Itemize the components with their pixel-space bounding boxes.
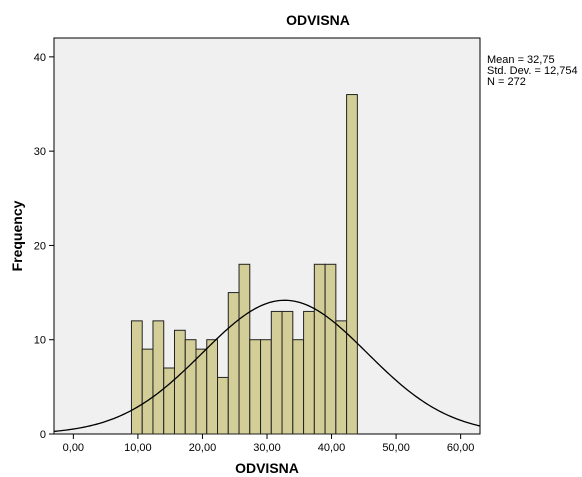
y-tick-label: 30 bbox=[34, 146, 46, 158]
y-tick-label: 0 bbox=[40, 429, 46, 441]
histogram-bar bbox=[270, 310, 283, 435]
histogram-bar bbox=[346, 94, 358, 435]
histogram-bar bbox=[292, 339, 305, 435]
histogram-bar bbox=[313, 263, 326, 435]
stats-box: Mean = 32,75 Std. Dev. = 12,754 N = 272 bbox=[487, 54, 578, 88]
x-tick-label: 30,00 bbox=[253, 442, 281, 454]
x-tick-label: 0,00 bbox=[63, 442, 84, 454]
histogram-bar bbox=[163, 367, 175, 435]
histogram-bar bbox=[324, 263, 337, 435]
histogram-bar bbox=[227, 292, 240, 435]
x-tick-label: 20,00 bbox=[189, 442, 217, 454]
histogram-bar bbox=[152, 320, 165, 435]
x-tick-label: 40,00 bbox=[318, 442, 346, 454]
stats-mean: Mean = 32,75 bbox=[487, 54, 555, 66]
bars-group bbox=[130, 94, 358, 435]
histogram-bar bbox=[335, 320, 348, 435]
histogram-bar bbox=[249, 339, 262, 435]
x-tick-label: 60,00 bbox=[447, 442, 475, 454]
histogram-bar bbox=[195, 348, 208, 435]
x-axis: 0,00 10,00 20,00 30,00 40,00 50,00 60,00 bbox=[63, 434, 475, 454]
x-tick-label: 10,00 bbox=[124, 442, 152, 454]
stats-std-dev: Std. Dev. = 12,754 bbox=[487, 65, 578, 77]
histogram-bar bbox=[238, 263, 251, 435]
normal-curve bbox=[53, 299, 481, 433]
histogram-bar bbox=[260, 339, 272, 435]
histogram-bar bbox=[281, 310, 294, 435]
chart-title: ODVISNA bbox=[286, 12, 350, 28]
histogram-bar bbox=[130, 320, 143, 435]
y-tick-label: 10 bbox=[34, 335, 46, 347]
histogram-bar bbox=[184, 339, 197, 435]
stats-n: N = 272 bbox=[487, 76, 526, 88]
y-tick-label: 40 bbox=[34, 52, 46, 64]
x-axis-label: ODVISNA bbox=[235, 460, 299, 476]
y-axis-label: Frequency bbox=[9, 200, 25, 271]
x-tick-label: 50,00 bbox=[382, 442, 410, 454]
y-tick-label: 20 bbox=[34, 240, 46, 252]
y-axis: 0 10 20 30 40 bbox=[34, 52, 54, 441]
histogram-bar bbox=[217, 376, 229, 435]
histogram-bar bbox=[303, 310, 315, 435]
histogram-bar bbox=[173, 329, 186, 435]
histogram-bar bbox=[141, 348, 154, 435]
histogram-bar bbox=[206, 339, 219, 435]
